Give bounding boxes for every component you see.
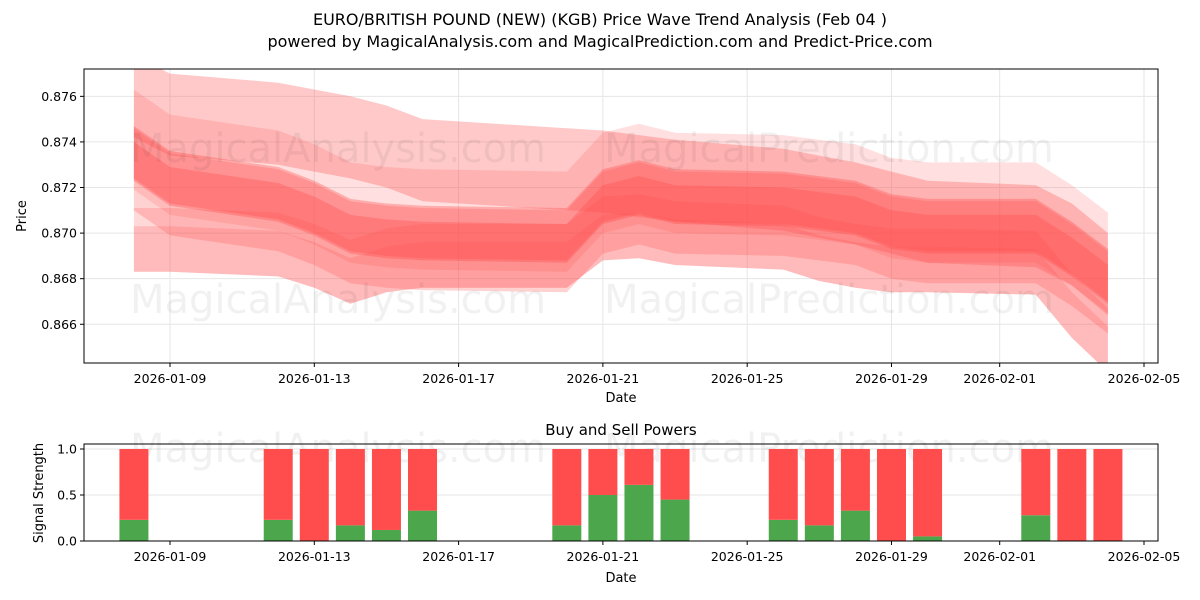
wave-band — [133, 89, 1108, 313]
buy-bar — [660, 499, 690, 541]
watermark-analysis-bottom: MagicalAnalysis.com — [130, 277, 546, 323]
main-grid — [84, 69, 1158, 363]
watermark-prediction-bottom: MagicalPrediction.com — [604, 277, 1054, 323]
x-tick-label: 2026-01-09 — [134, 371, 207, 386]
y-tick-label: 0.866 — [41, 317, 77, 332]
buy-bar — [1021, 515, 1051, 541]
sell-bar — [552, 449, 582, 526]
x-tick-label: 2026-01-25 — [711, 549, 784, 564]
x-tick-label: 2026-02-01 — [963, 549, 1036, 564]
y-tick-label: 0.870 — [41, 226, 77, 241]
main-chart: MagicalAnalysis.com MagicalPrediction.co… — [15, 68, 1181, 406]
y-tick-label: 0.0 — [57, 534, 77, 549]
x-tick-label: 2026-01-13 — [278, 549, 351, 564]
sell-bar — [913, 449, 943, 537]
sell-bar — [408, 449, 438, 511]
x-tick-label: 2026-02-05 — [1108, 549, 1181, 564]
y-tick-label: 0.5 — [57, 488, 77, 503]
sell-bar — [263, 449, 293, 520]
wave-band — [133, 194, 1108, 363]
buy-bar — [119, 519, 149, 541]
buy-bar — [840, 510, 870, 541]
y-tick-label: 0.876 — [41, 89, 77, 104]
buy-bar — [588, 495, 618, 541]
sell-bar — [624, 449, 654, 485]
x-tick-label: 2026-02-01 — [963, 371, 1036, 386]
sell-bar — [119, 449, 149, 520]
buy-sell-bars — [119, 449, 1123, 541]
x-tick-label: 2026-01-13 — [278, 371, 351, 386]
sell-bar — [371, 449, 401, 530]
buy-sell-title: Buy and Sell Powers — [545, 421, 697, 439]
buy-sell-y-axis: 0.0 0.5 1.0 — [57, 442, 84, 549]
x-tick-label: 2026-01-17 — [422, 549, 495, 564]
buy-sell-x-axis: 2026-01-09 2026-01-13 2026-01-17 2026-01-21… — [134, 541, 1181, 564]
buy-bar — [263, 519, 293, 541]
x-tick-label: 2026-01-25 — [711, 371, 784, 386]
sell-bar — [335, 449, 365, 526]
main-y-axis: 0.866 0.868 0.870 0.872 0.874 0.876 — [41, 89, 84, 332]
x-tick-label: 2026-01-21 — [567, 549, 640, 564]
wave-band — [133, 69, 1108, 316]
sell-bar — [1093, 449, 1123, 541]
buy-sell-chart: Buy and Sell Powers MagicalAnalysis.com … — [32, 421, 1180, 586]
main-axes-frame — [83, 68, 1159, 364]
x-tick-label: 2026-02-05 — [1108, 371, 1181, 386]
y-tick-label: 0.874 — [41, 134, 77, 149]
buy-bar — [768, 519, 798, 541]
watermark-prediction-top: MagicalPrediction.com — [604, 126, 1054, 172]
sell-bar — [660, 449, 690, 500]
buy-bar — [624, 484, 654, 541]
x-tick-label: 2026-01-09 — [134, 549, 207, 564]
buy-bar — [913, 536, 943, 541]
sell-bar — [876, 449, 906, 541]
wave-band — [133, 141, 1108, 302]
y-tick-label: 0.872 — [41, 180, 77, 195]
sell-bar — [1057, 449, 1087, 541]
main-x-axis: 2026-01-09 2026-01-13 2026-01-17 2026-01-21… — [134, 363, 1181, 386]
sell-bar — [588, 449, 618, 495]
buy-bar — [335, 525, 365, 541]
x-tick-label: 2026-01-17 — [422, 371, 495, 386]
sell-bar — [299, 449, 329, 541]
wave-band — [133, 212, 1108, 363]
sell-bar — [768, 449, 798, 520]
main-x-axis-label: Date — [605, 391, 636, 406]
y-tick-label: 0.868 — [41, 271, 77, 286]
y-tick-label: 1.0 — [57, 442, 77, 457]
chart-subtitle: powered by MagicalAnalysis.com and Magic… — [267, 32, 933, 51]
x-tick-label: 2026-01-29 — [855, 549, 928, 564]
sell-bar — [1021, 449, 1051, 516]
buy-sell-x-axis-label: Date — [605, 571, 636, 586]
x-tick-label: 2026-01-21 — [567, 371, 640, 386]
x-tick-label: 2026-01-29 — [855, 371, 928, 386]
buy-bar — [552, 525, 582, 541]
price-wave-bands — [133, 69, 1108, 363]
chart-title: EURO/BRITISH POUND (NEW) (KGB) Price Wav… — [312, 10, 888, 29]
buy-sell-axes-frame — [83, 443, 1159, 542]
buy-bar — [371, 529, 401, 541]
buy-bar — [408, 510, 438, 541]
buy-bar — [804, 525, 834, 541]
buy-sell-y-axis-label: Signal Strength — [32, 443, 47, 543]
watermark-analysis-top: MagicalAnalysis.com — [130, 126, 546, 172]
sell-bar — [804, 449, 834, 526]
sell-bar — [840, 449, 870, 511]
wave-band — [133, 126, 1108, 304]
wave-band — [133, 128, 1108, 334]
main-y-axis-label: Price — [15, 200, 30, 232]
